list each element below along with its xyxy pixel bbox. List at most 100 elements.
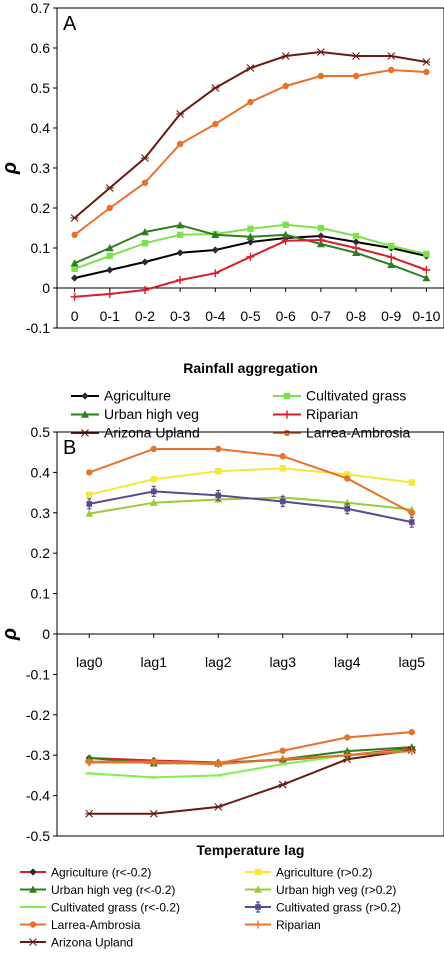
data-point-arizona-upland: [176, 110, 185, 118]
data-point-larrea-ambrosia-r-0-2: [408, 509, 415, 516]
data-point-cultivated-grass-r-0-2: [344, 505, 351, 512]
panel-a-y-tick-label: 0.3: [31, 160, 51, 176]
data-point-larrea-ambrosia-r-0-2: [279, 453, 286, 460]
panel-b-y-tick-label: 0: [42, 626, 50, 642]
series-line-larrea-ambrosia: [73, 68, 427, 236]
data-point-agriculture: [70, 274, 79, 282]
panel-b-x-tick-label: lag3: [270, 654, 297, 670]
data-point-larrea-ambrosia: [423, 68, 430, 76]
legend-marker-riparian: [254, 920, 262, 929]
data-point-arizona-upland: [316, 48, 325, 56]
data-point-arizona-upland: [281, 52, 290, 60]
panel-a-y-tick-label: 0.4: [31, 120, 51, 136]
data-point-riparian: [149, 758, 158, 767]
data-point-arizona-upland: [85, 809, 94, 818]
data-point-arizona-upland: [246, 64, 255, 72]
panel-a-y-tick-label: 0.1: [31, 240, 51, 256]
panel-a-y-axis-label: ρ: [0, 162, 21, 175]
panel-a-x-tick-label: 0-8: [346, 308, 366, 324]
data-point-agriculture-r-0-2: [86, 491, 93, 498]
panel-a-x-tick-label: 0-3: [170, 308, 190, 324]
panel-b-y-tick-label: 0.3: [31, 505, 51, 521]
data-point-agriculture: [176, 249, 184, 257]
data-point-riparian: [105, 290, 114, 298]
panel-a-x-tick-label: 0: [71, 308, 79, 324]
data-point-urban-high-veg: [422, 274, 431, 282]
data-point-larrea-ambrosia: [71, 231, 78, 238]
data-point-agriculture-r-0-2: [408, 479, 415, 486]
data-point-larrea-ambrosia: [344, 734, 351, 741]
panel-a-x-tick-label: 0-4: [205, 308, 225, 324]
data-point-arizona-upland: [278, 780, 287, 789]
data-point-arizona-upland: [352, 52, 361, 60]
data-point-urban-high-veg: [140, 228, 149, 236]
legend-label-agriculture: Agriculture: [104, 388, 171, 404]
data-point-larrea-ambrosia: [279, 747, 286, 754]
legend-marker-urban-high-veg-r-0-2: [254, 885, 262, 893]
legend-marker-cultivated-grass: [283, 392, 291, 400]
legend-marker-arizona-upland: [81, 429, 89, 437]
data-point-larrea-ambrosia-r-0-2: [86, 469, 93, 476]
legend-label-larrea-ambrosia: Larrea-Ambrosia: [51, 918, 141, 932]
panel-a-y-tick-label: 0.7: [31, 0, 51, 16]
data-point-urban-high-veg: [70, 259, 79, 267]
legend-label-cultivated-grass-r-0-2: Cultivated grass (r>0.2): [276, 901, 401, 915]
data-point-cultivated-grass: [352, 232, 360, 240]
data-point-larrea-ambrosia: [317, 72, 325, 80]
data-point-agriculture: [106, 266, 114, 274]
legend-marker-arizona-upland: [29, 938, 37, 946]
panel-a-x-tick-label: 0-1: [100, 308, 120, 324]
data-point-riparian: [422, 266, 431, 274]
data-point-cultivated-grass: [247, 225, 254, 232]
legend-marker-urban-high-veg: [81, 410, 89, 418]
data-point-agriculture-r-0-2: [150, 476, 157, 483]
panel-a-x-tick-label: 0-5: [240, 308, 260, 324]
legend-label-riparian: Riparian: [306, 406, 358, 422]
data-point-larrea-ambrosia: [388, 66, 395, 74]
legend-marker-riparian: [283, 410, 291, 419]
data-point-larrea-ambrosia: [247, 98, 254, 106]
panel-b-y-tick-label: 0.2: [31, 545, 51, 561]
legend-label-urban-high-veg-r-0-2: Urban high veg (r>0.2): [276, 883, 396, 897]
data-point-larrea-ambrosia: [176, 140, 184, 148]
data-point-riparian: [316, 236, 325, 244]
data-point-riparian: [214, 760, 223, 769]
legend-marker-agriculture: [81, 392, 89, 400]
panel-a-x-tick-label: 0-7: [311, 308, 331, 324]
panel-b-y-tick-label: -0.3: [26, 747, 50, 763]
legend-marker-urban-high-veg-r-0-2: [29, 885, 37, 893]
legend-label-agriculture-r-0-2: Agriculture (r<-0.2): [51, 866, 151, 880]
panel-b-y-tick-label: 0.4: [31, 464, 51, 480]
series-line-cultivated-grass-r-0-2: [89, 490, 412, 524]
data-point-agriculture: [246, 238, 255, 246]
panel-b-y-tick-label: 0.5: [31, 424, 51, 440]
panel-b-y-axis-label: ρ: [0, 628, 21, 641]
data-point-cultivated-grass: [106, 252, 113, 260]
data-point-agriculture-r-0-2: [344, 471, 351, 478]
data-point-urban-high-veg: [176, 221, 185, 229]
panel-b-x-tick-label: lag1: [141, 654, 168, 670]
series-line-arizona-upland: [73, 50, 427, 219]
panel-b-x-tick-label: lag0: [76, 654, 103, 670]
data-point-arizona-upland: [70, 214, 79, 222]
data-point-riparian: [246, 252, 255, 261]
data-point-cultivated-grass-r-0-2: [86, 501, 93, 507]
data-point-cultivated-grass: [71, 265, 78, 272]
data-point-riparian: [278, 755, 287, 764]
series-line-riparian: [89, 750, 412, 766]
data-point-larrea-ambrosia-r-0-2: [344, 475, 351, 482]
panel-a-y-tick-label: 0: [42, 280, 50, 296]
panel-b-y-tick-label: -0.1: [26, 666, 50, 682]
panel-b-y-tick-label: -0.4: [26, 788, 50, 804]
data-point-cultivated-grass-r-0-2: [215, 492, 222, 499]
data-point-agriculture-r-0-2: [215, 467, 222, 475]
data-point-urban-high-veg-r-0-2: [149, 498, 158, 506]
legend-label-cultivated-grass-r-0-2: Cultivated grass (r<-0.2): [51, 901, 180, 915]
data-point-arizona-upland: [214, 803, 223, 811]
data-point-cultivated-grass: [176, 231, 184, 238]
data-point-larrea-ambrosia: [141, 179, 149, 186]
legend-label-arizona-upland: Arizona Upland: [51, 936, 133, 950]
data-point-arizona-upland: [105, 184, 114, 192]
panel-b-y-tick-label: 0.1: [31, 586, 51, 602]
